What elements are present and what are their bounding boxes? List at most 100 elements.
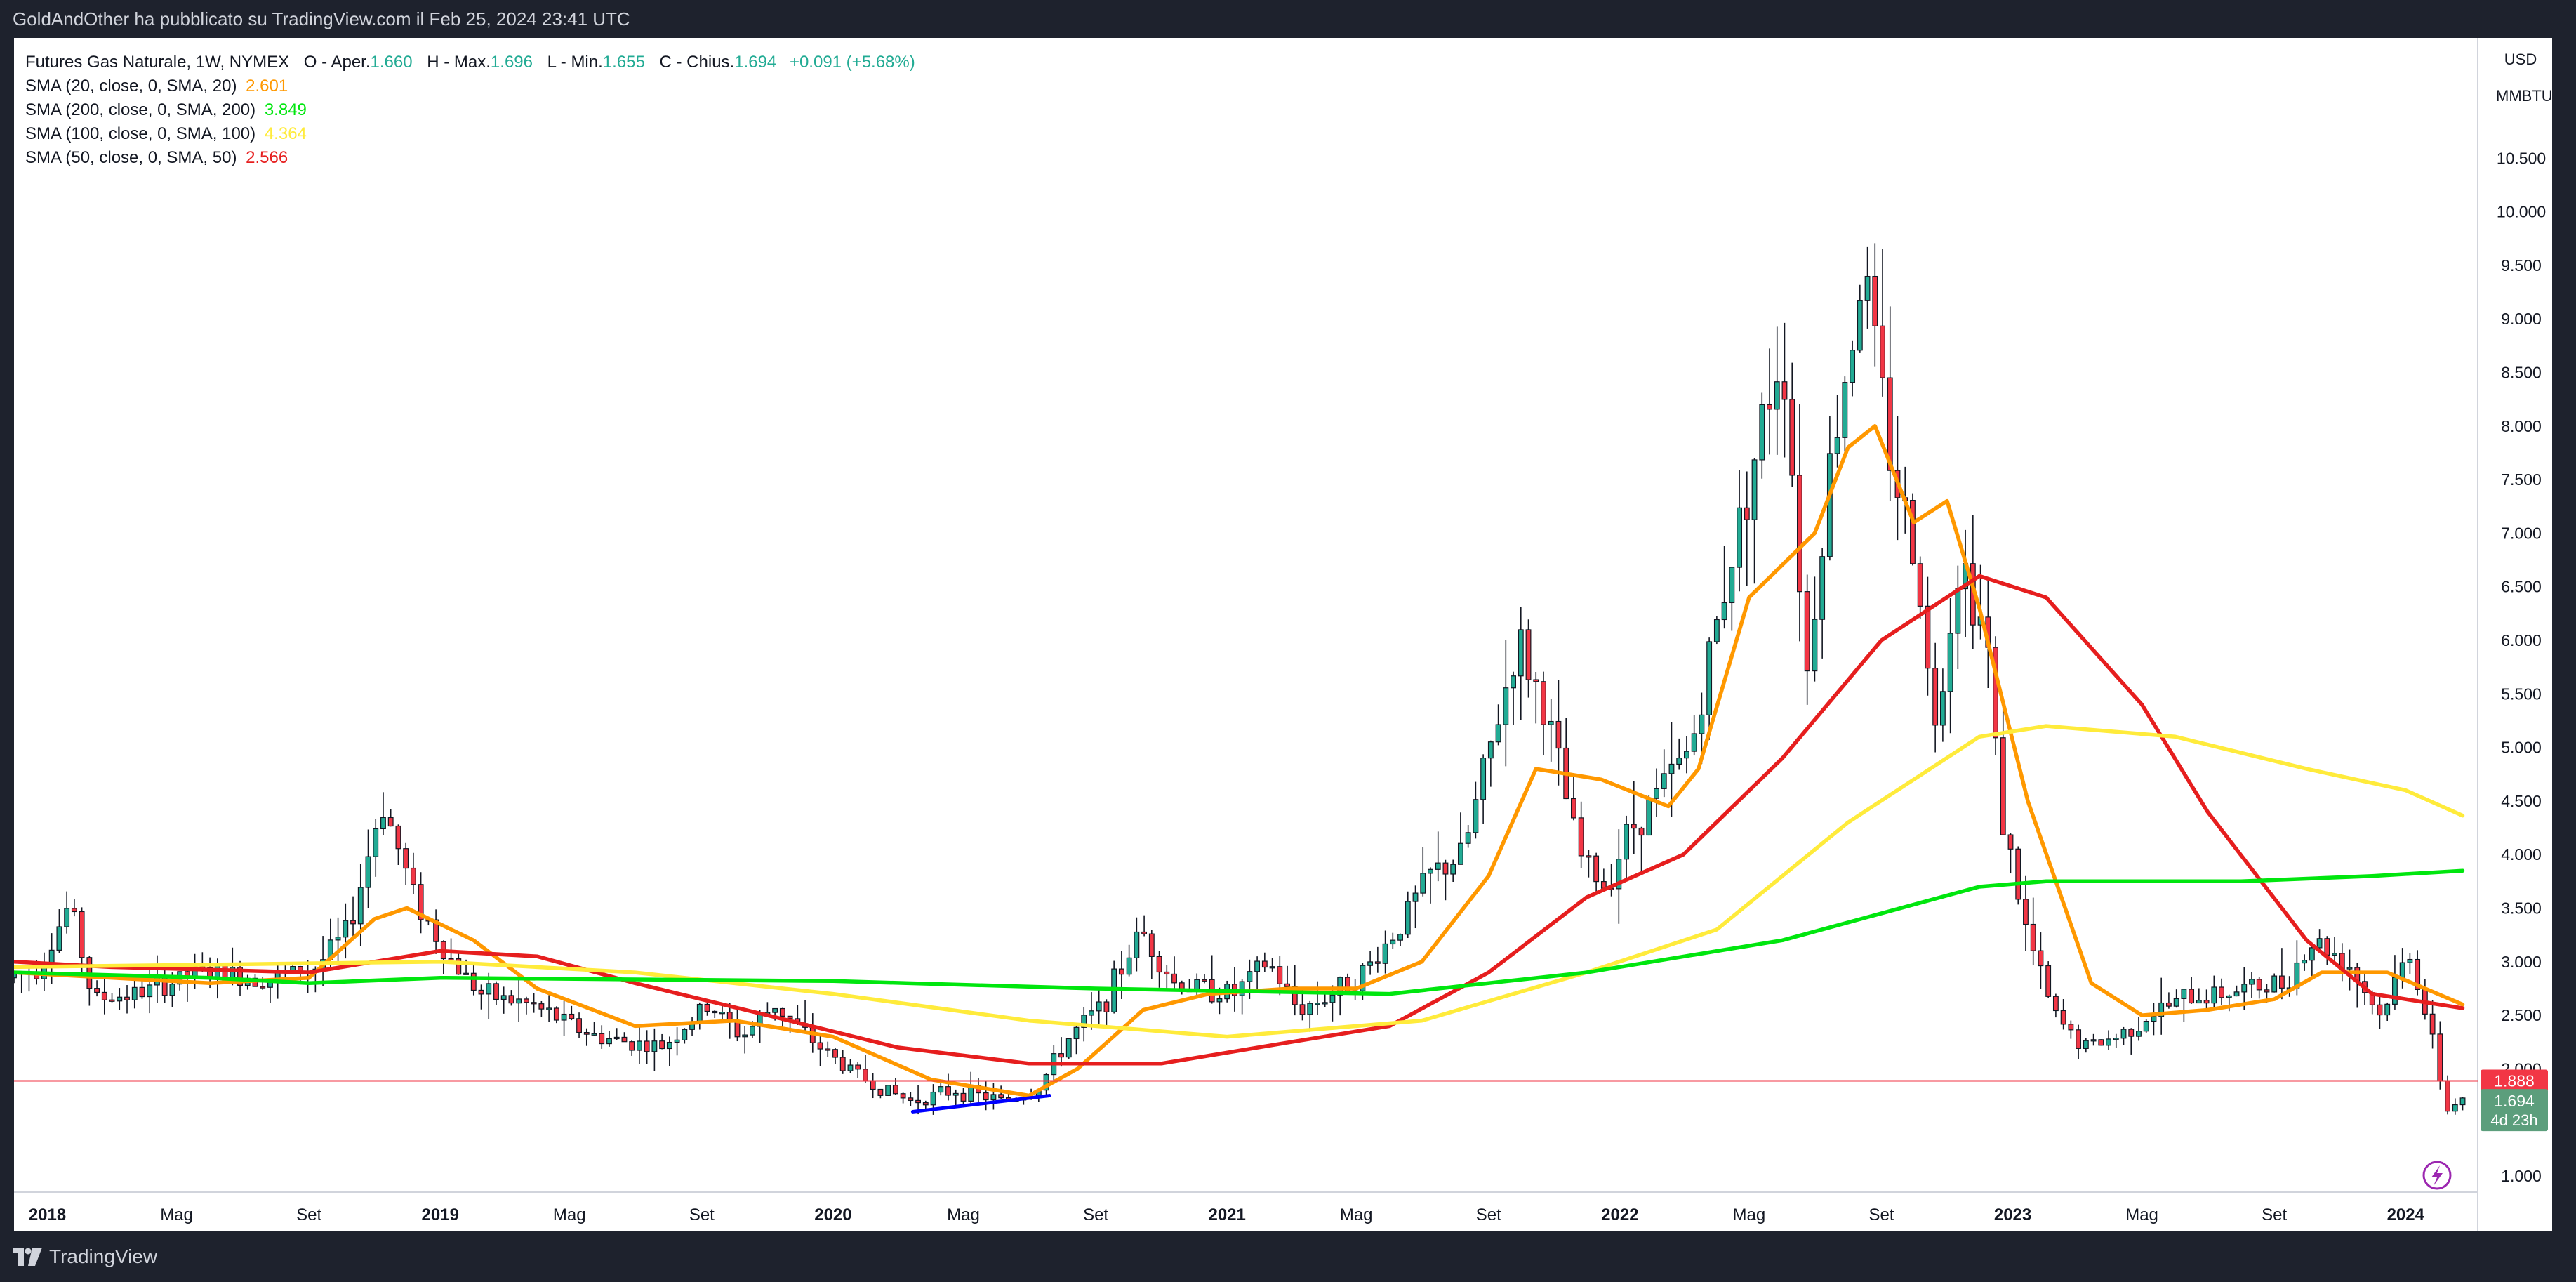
candle [1797, 475, 1802, 593]
candle [1171, 973, 1177, 984]
candle [839, 1057, 846, 1071]
candle [418, 884, 424, 920]
candle [1081, 1015, 1087, 1028]
indicator-row-sma20[interactable]: SMA (20, close, 0, SMA, 20) 2.601 [25, 74, 915, 98]
time-tick-label: 2022 [1601, 1205, 1638, 1224]
chart-area[interactable]: 1.000 2.000 2.500 3.000 3.500 4.000 4.500 5.000… [14, 38, 2553, 1231]
candle [1247, 971, 1253, 982]
candle [1367, 961, 1374, 966]
indicator-row-sma200[interactable]: SMA (200, close, 0, SMA, 200) 3.849 [25, 98, 915, 122]
unit-label[interactable]: MMBTU [2496, 87, 2553, 105]
candle [1277, 966, 1283, 984]
candle [64, 908, 70, 927]
candle [1420, 873, 1426, 894]
currency-label[interactable]: USD [2504, 51, 2537, 68]
candle [71, 908, 77, 913]
candle [1511, 675, 1516, 689]
candle [2158, 1002, 2165, 1017]
candle [2256, 979, 2262, 991]
candle [606, 1038, 612, 1045]
candle [2181, 989, 2187, 999]
candle [237, 967, 243, 986]
support-trendline [910, 1094, 1051, 1114]
candle [260, 986, 266, 989]
candle [1254, 960, 1261, 972]
candle [877, 1088, 884, 1096]
candle [373, 828, 379, 857]
candle [2098, 1039, 2104, 1046]
candle [380, 817, 386, 830]
price-chart[interactable]: 1.0002.0002.5003.0003.5004.0004.5005.000… [14, 38, 2552, 1231]
candle [1624, 824, 1629, 860]
time-tick-label: Mag [553, 1205, 586, 1224]
candle [2309, 947, 2315, 961]
candle [2203, 1000, 2210, 1004]
candle [682, 1029, 688, 1040]
candle [1518, 629, 1524, 677]
indicator-label: SMA (200, close, 0, SMA, 200) [25, 100, 256, 119]
sma-100-line [14, 724, 2465, 1039]
candle [1737, 507, 1743, 568]
candle [1668, 763, 1675, 774]
horizontal-level-label: 1.888 [2494, 1071, 2535, 1090]
candle [1819, 556, 1826, 620]
candle [787, 1015, 793, 1019]
current-price-label: 1.694 [2494, 1092, 2535, 1110]
candle [1812, 619, 1818, 672]
candle [2437, 1033, 2443, 1081]
candle [629, 1041, 635, 1051]
price-tick-label: 8.000 [2501, 417, 2542, 435]
horizontal-level-badge [2481, 1069, 2548, 1092]
price-tick-label: 7.500 [2501, 470, 2542, 489]
change-value: +0.091 (+5.68%) [789, 53, 915, 72]
time-tick-label: 2019 [422, 1205, 459, 1224]
candle [124, 996, 130, 1000]
candle [456, 958, 462, 975]
symbol-title[interactable]: Futures Gas Naturale, 1W, NYMEX [25, 53, 290, 72]
price-tick-label: 2.500 [2501, 1006, 2542, 1024]
candle [1570, 798, 1576, 819]
brand[interactable]: TradingView [13, 1245, 157, 1268]
price-tick-label: 7.000 [2501, 524, 2542, 542]
time-tick-label: Mag [1340, 1205, 1373, 1224]
candle [2211, 986, 2217, 1004]
time-tick-label: Set [689, 1205, 715, 1224]
candle [2120, 1029, 2127, 1039]
candle [2346, 967, 2353, 970]
candle [1578, 817, 1584, 857]
candle [1887, 377, 1893, 471]
footer-bar: TradingView [0, 1231, 2576, 1282]
candle [1058, 1053, 1064, 1058]
sma-20-line [14, 424, 2465, 1098]
candle [2226, 995, 2232, 998]
publisher-bar: GoldAndOther ha pubblicato su TradingVie… [0, 0, 2576, 38]
candle [2233, 991, 2240, 997]
candle [952, 1092, 959, 1096]
candle [1329, 994, 1336, 1003]
candle [719, 1012, 725, 1015]
candle [94, 988, 100, 993]
candle [772, 1007, 778, 1013]
candle [825, 1048, 831, 1051]
time-tick-label: 2023 [1994, 1205, 2031, 1224]
candle [983, 1092, 989, 1101]
price-tick-label: 8.500 [2501, 364, 2542, 382]
candle [117, 996, 123, 1002]
time-tick-label: Mag [1733, 1205, 1766, 1224]
candle [433, 919, 439, 942]
candle [508, 995, 514, 1004]
indicator-row-sma100[interactable]: SMA (100, close, 0, SMA, 100) 4.364 [25, 122, 915, 146]
candle [2377, 1004, 2383, 1016]
candle [1947, 633, 1953, 692]
candle [1374, 961, 1381, 964]
candle [2113, 1038, 2119, 1040]
candle [2391, 977, 2398, 1005]
candle [2219, 986, 2224, 998]
candle [696, 1003, 703, 1024]
indicator-row-sma50[interactable]: SMA (50, close, 0, SMA, 50) 2.566 [25, 146, 915, 170]
candle [832, 1049, 838, 1058]
candle [2045, 965, 2052, 997]
candle [1834, 437, 1840, 454]
candle [1638, 827, 1645, 836]
lightning-circle-icon[interactable] [2422, 1161, 2452, 1190]
